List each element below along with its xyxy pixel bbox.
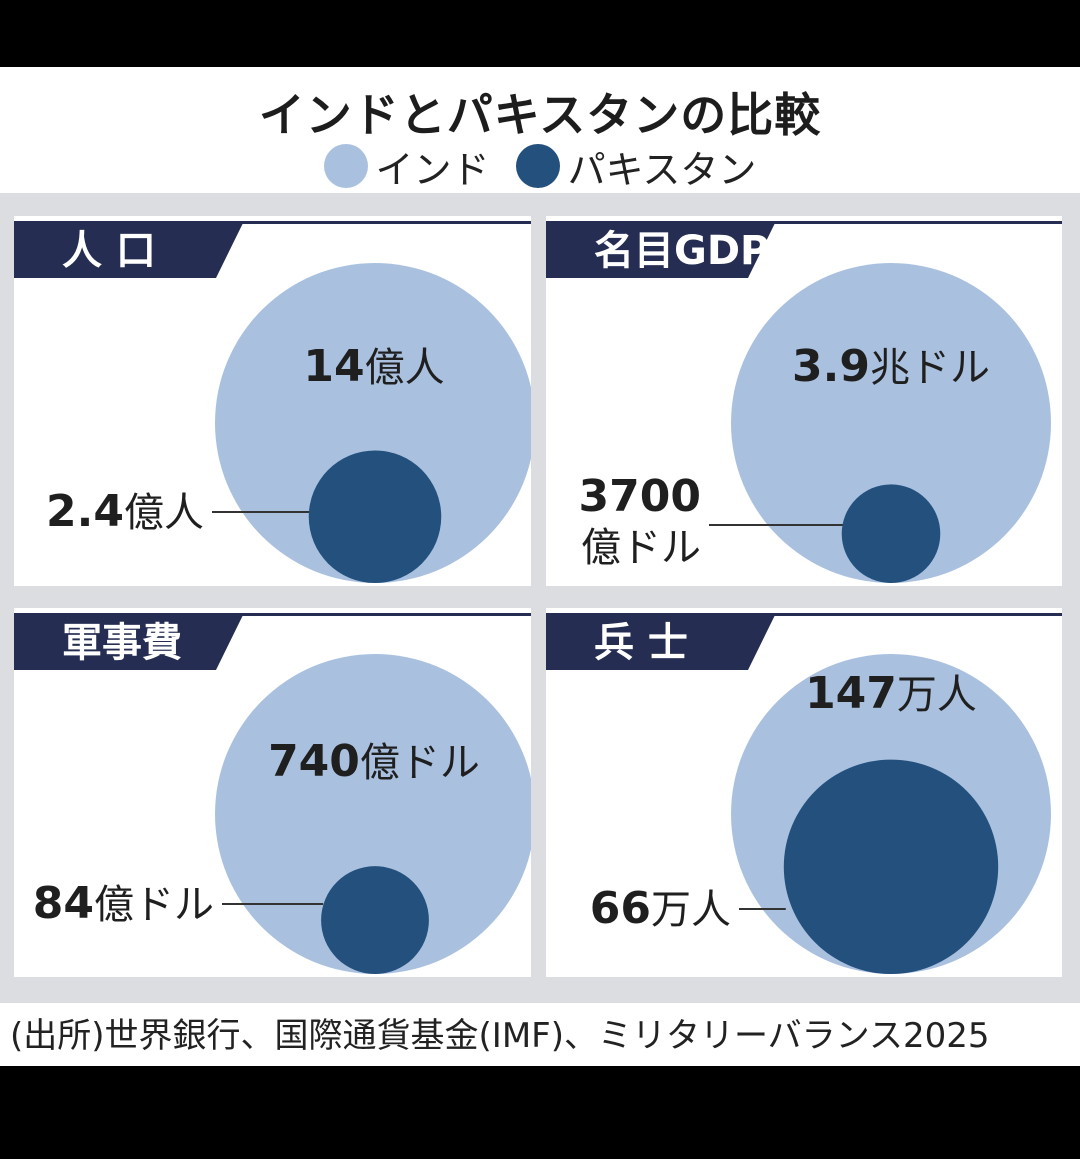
panel-population: 人 口 14億人 2.4億人 <box>14 216 531 586</box>
legend-india-swatch <box>323 144 368 188</box>
label-pakistan-population-unit: 億人 <box>124 490 204 536</box>
panel-title-population: 人 口 <box>62 228 156 274</box>
label-india-soldiers-number: 147 <box>805 668 897 719</box>
header-band <box>546 613 776 670</box>
header-band <box>14 613 244 670</box>
label-india-gdp-unit: 兆ドル <box>870 345 990 391</box>
infographic-card: インドとパキスタンの比較 インド パキスタン 人 口 14億人 2.4億人 名目GD… <box>0 67 1080 1066</box>
header-band <box>546 221 776 278</box>
bubble-india-population <box>215 263 531 583</box>
panel-title-gdp: 名目GDP <box>594 228 769 274</box>
label-india-population-number: 14 <box>303 341 364 392</box>
source-note: (出所)世界銀行、国際通貨基金(IMF)、ミリタリーバランス2025 <box>10 1016 990 1056</box>
bubble-pakistan-military-spending <box>321 866 429 974</box>
legend-india-label: インド <box>375 147 490 192</box>
label-pakistan-gdp-number: 3700 <box>579 471 701 522</box>
label-india-population-unit: 億人 <box>365 345 445 391</box>
label-pakistan-soldiers: 66万人 <box>590 883 731 934</box>
label-india-military-spending-number: 740 <box>268 736 360 787</box>
panel-title-military-spending: 軍事費 <box>62 620 182 666</box>
header-band <box>14 221 244 278</box>
label-india-military-spending-unit: 億ドル <box>360 740 480 786</box>
legend-pakistan-label: パキスタン <box>567 147 757 192</box>
label-india-population: 14億人 <box>303 341 444 392</box>
legend-item-pakistan: パキスタン <box>515 139 757 194</box>
label-india-military-spending: 740億ドル <box>268 736 480 787</box>
legend-item-india: インド <box>323 139 490 194</box>
panels-grid: 人 口 14億人 2.4億人 名目GDP 3.9兆ドル 3700 億ドル 軍事費 740億ド… <box>0 193 1080 1003</box>
label-india-soldiers-unit: 万人 <box>897 672 977 718</box>
panel-gdp: 名目GDP 3.9兆ドル 3700 億ドル <box>546 216 1062 586</box>
bubble-india-military-spending <box>215 654 531 974</box>
legend-pakistan-swatch <box>515 144 560 188</box>
label-pakistan-military-spending-unit: 億ドル <box>94 882 214 928</box>
label-india-gdp: 3.9兆ドル <box>792 341 990 392</box>
label-pakistan-military-spending-number: 84 <box>33 878 94 929</box>
bottom-black-bar <box>0 1066 1080 1159</box>
bubble-pakistan-soldiers <box>783 759 999 974</box>
panel-title-soldiers: 兵 士 <box>594 620 688 666</box>
label-india-gdp-number: 3.9 <box>792 341 870 392</box>
label-pakistan-population-number: 2.4 <box>46 486 124 537</box>
label-pakistan-population: 2.4億人 <box>46 486 204 537</box>
label-pakistan-soldiers-number: 66 <box>590 883 651 934</box>
label-pakistan-military-spending: 84億ドル <box>33 878 214 929</box>
top-black-bar <box>0 0 1080 67</box>
label-india-soldiers: 147万人 <box>805 668 977 719</box>
bubble-india-gdp <box>731 263 1051 583</box>
bubble-pakistan-population <box>308 450 442 583</box>
panel-military-spending: 軍事費 740億ドル 84億ドル <box>14 608 531 977</box>
bubble-pakistan-gdp <box>841 484 941 583</box>
legend: インド パキスタン <box>0 139 1080 194</box>
label-pakistan-gdp-unit: 億ドル <box>581 525 701 571</box>
chart-title: インドとパキスタンの比較 <box>258 88 822 142</box>
panel-soldiers: 兵 士 147万人 66万人 <box>546 608 1062 977</box>
label-pakistan-soldiers-unit: 万人 <box>651 887 731 933</box>
